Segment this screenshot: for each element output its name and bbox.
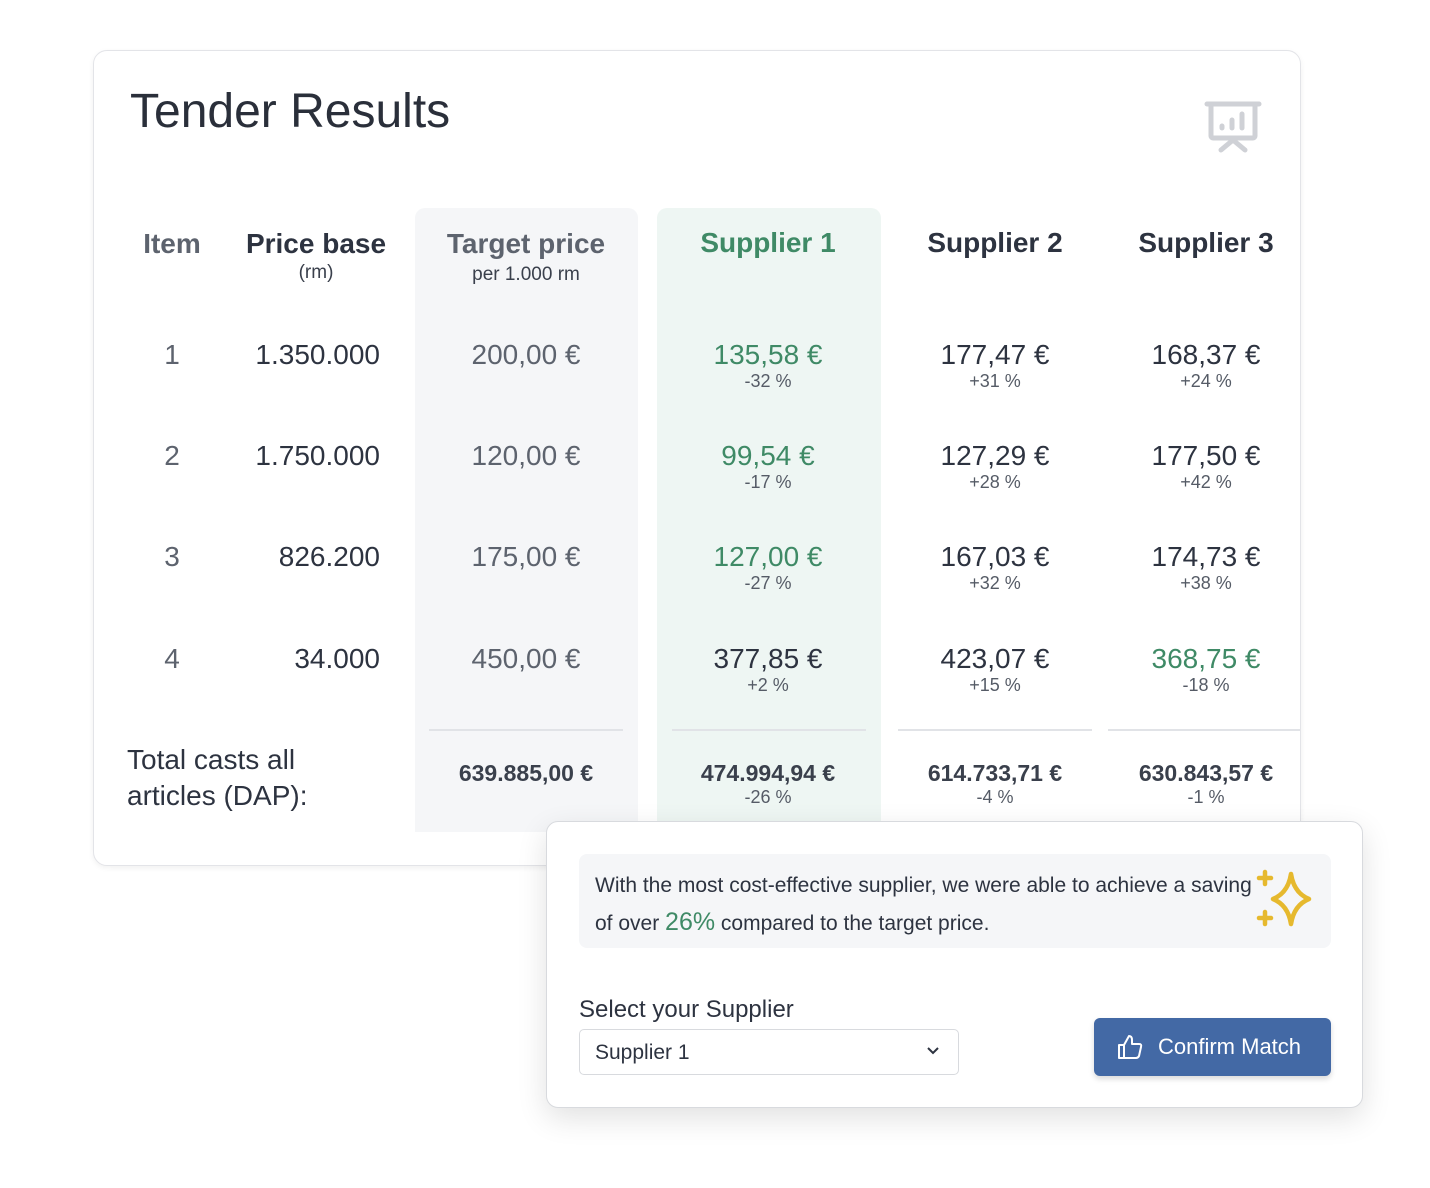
cell-supplier-2-price: 127,29 € [940, 440, 1050, 471]
cell-item: 2 [164, 440, 180, 471]
total-separator [1108, 729, 1300, 731]
cell-target-price: 450,00 € [471, 643, 581, 674]
cell-supplier-3-price: 168,37 € [1151, 339, 1261, 370]
total-separator [672, 729, 866, 731]
confirm-match-button[interactable]: Confirm Match [1094, 1018, 1331, 1076]
cell-supplier-3-percent: +24 % [1180, 371, 1232, 391]
cell-supplier-1-price: 377,85 € [713, 643, 823, 674]
confirm-match-label: Confirm Match [1158, 1034, 1302, 1059]
cell-supplier-1-price: 135,58 € [713, 339, 823, 370]
cell-price-base: 1.750.000 [255, 440, 380, 471]
chevron-down-icon [927, 1047, 939, 1055]
header-supplier-1: Supplier 1 [700, 227, 836, 258]
total-target: 639.885,00 € [458, 760, 594, 786]
header-price-base-unit: (rm) [298, 262, 334, 283]
total-separator [429, 729, 623, 731]
header-target-unit: per 1.000 rm [472, 264, 580, 285]
target-column-bg [415, 208, 638, 832]
cell-item: 3 [164, 541, 180, 572]
cell-item: 1 [164, 339, 180, 370]
total-label-line1: Total casts all [127, 744, 296, 775]
cell-supplier-2-percent: +31 % [969, 371, 1021, 391]
sparkle-icon [1256, 869, 1312, 927]
supplier-select-value: Supplier 1 [595, 1041, 690, 1064]
note-text-before: With the most cost-effective supplier, w… [595, 874, 1252, 935]
cell-price-base: 1.350.000 [255, 339, 380, 370]
cell-item: 4 [164, 643, 180, 674]
total-label-line2: articles (DAP): [127, 780, 308, 811]
header-item: Item [143, 228, 201, 259]
cell-supplier-2-price: 177,47 € [940, 339, 1050, 370]
note-text-after: compared to the target price. [715, 912, 990, 935]
thumbs-up-icon [1118, 1035, 1143, 1059]
cell-supplier-3-price: 368,75 € [1151, 643, 1261, 674]
cell-supplier-2-percent: +15 % [969, 675, 1021, 695]
cell-price-base: 826.200 [278, 541, 380, 572]
presentation-chart-icon [1204, 101, 1262, 153]
total-supplier-2-percent: -4 % [976, 787, 1014, 807]
total-supplier-2: 614.733,71 € [927, 760, 1063, 786]
total-supplier-1-percent: -26 % [744, 787, 792, 807]
select-supplier-label: Select your Supplier [579, 996, 794, 1023]
cell-supplier-2-percent: +28 % [969, 472, 1021, 492]
cell-target-price: 200,00 € [471, 339, 581, 370]
total-separator [898, 729, 1092, 731]
cell-target-price: 120,00 € [471, 440, 581, 471]
cell-supplier-2-price: 167,03 € [940, 541, 1050, 572]
supplier1-column-bg [657, 208, 881, 822]
cell-target-price: 175,00 € [471, 541, 581, 572]
cell-supplier-2-price: 423,07 € [940, 643, 1050, 674]
total-supplier-3-percent: -1 % [1187, 787, 1225, 807]
cell-supplier-3-price: 177,50 € [1151, 440, 1261, 471]
total-label: Total casts all articles (DAP): [127, 742, 307, 814]
header-target-price: Target price [446, 228, 606, 259]
cell-supplier-1-percent: -32 % [744, 371, 792, 391]
total-supplier-3: 630.843,57 € [1138, 760, 1274, 786]
cell-supplier-3-price: 174,73 € [1151, 541, 1261, 572]
supplier-selection-panel: With the most cost-effective supplier, w… [546, 821, 1363, 1108]
savings-percent: 26% [665, 908, 716, 936]
cell-supplier-1-percent: -27 % [744, 573, 792, 593]
header-supplier-2: Supplier 2 [927, 227, 1063, 258]
savings-note: With the most cost-effective supplier, w… [579, 854, 1331, 948]
cell-supplier-1-price: 99,54 € [721, 440, 815, 471]
header-price-base: Price base [245, 228, 387, 259]
savings-note-text: With the most cost-effective supplier, w… [595, 868, 1255, 942]
cell-supplier-3-percent: +42 % [1180, 472, 1232, 492]
total-supplier-1: 474.994,94 € [700, 760, 836, 786]
cell-supplier-1-percent: -17 % [744, 472, 792, 492]
cell-supplier-1-percent: +2 % [747, 675, 789, 695]
supplier-select[interactable]: Supplier 1 [579, 1029, 959, 1075]
cell-supplier-3-percent: +38 % [1180, 573, 1232, 593]
header-supplier-3: Supplier 3 [1138, 227, 1274, 258]
cell-supplier-1-price: 127,00 € [713, 541, 823, 572]
cell-supplier-3-percent: -18 % [1182, 675, 1230, 695]
page-title: Tender Results [130, 85, 451, 138]
cell-supplier-2-percent: +32 % [969, 573, 1021, 593]
cell-price-base: 34.000 [294, 643, 380, 674]
